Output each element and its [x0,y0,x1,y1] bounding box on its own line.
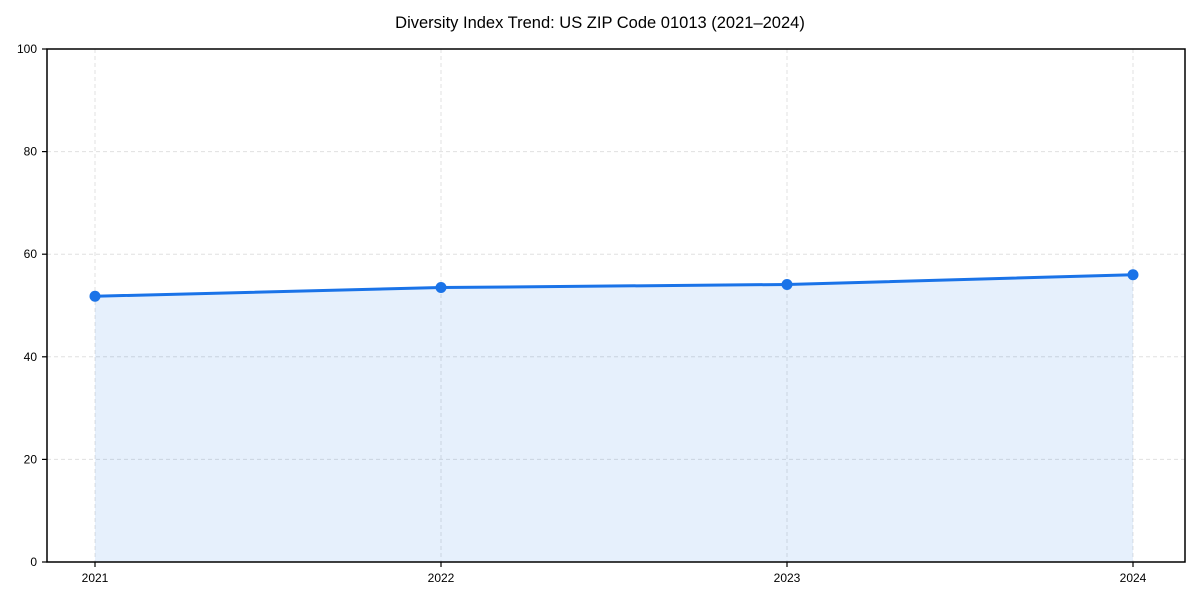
trend-line [93,273,1135,298]
y-tick-label: 20 [24,452,38,466]
data-point-marker [781,278,793,290]
y-tick-label: 80 [24,145,38,159]
data-point-marker [435,282,447,294]
plot-border [46,48,1186,563]
x-tick-label: 2022 [428,571,455,585]
x-tick-label: 2021 [82,571,109,585]
data-point-marker [1127,269,1139,281]
area-fill [95,274,1133,562]
y-tick-label: 40 [24,350,38,364]
x-tick-label: 2023 [774,571,801,585]
chart-title: Diversity Index Trend: US ZIP Code 01013… [395,14,805,32]
y-tick-label: 100 [17,42,37,56]
data-point-marker [89,290,101,302]
y-tick-label: 0 [30,555,37,569]
x-tick-label: 2024 [1120,571,1147,585]
y-tick-label: 60 [24,247,38,261]
